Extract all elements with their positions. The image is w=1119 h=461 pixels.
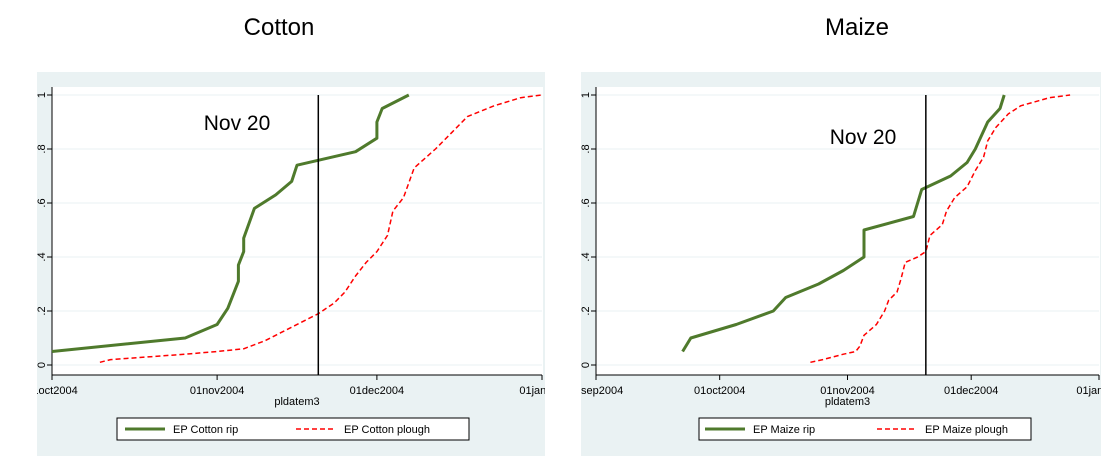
y-tick-label: 0 [37,362,48,368]
plot-area [596,87,1100,375]
line-chart-maize: 0 .2 .4 .6 .8 1 01sep2004 01oct2004 01nov2004 01d… [569,87,1119,441]
legend-box [116,417,470,441]
chart-title-maize: Maize [824,14,890,41]
legend-label-2: EP Maize plough [925,424,1008,436]
y-tick-label: .2 [581,306,592,315]
annotation-label: Nov 20 [830,126,897,149]
legend-label-2: EP Cotton plough [344,424,430,436]
y-tick-label: .6 [37,198,48,207]
annotation-label: Nov 20 [204,112,271,135]
chart-title-cotton: Cotton [243,14,315,41]
x-tick-label: 01oct2004 [37,385,78,397]
y-tick-label: .4 [581,252,592,261]
line-chart-cotton: 0 .2 .4 .6 .8 1 01oct2004 01nov2004 01dec2004 01j… [26,87,565,441]
x-tick-label: 01oct2004 [694,385,745,397]
y-tick-label: 1 [37,92,48,98]
x-tick-label: 01nov2004 [820,385,874,397]
series-line-2 [99,94,543,364]
series-line-2 [810,94,1071,364]
x-tick-label: 01sep2004 [581,385,623,397]
y-tick-label: .8 [581,144,592,153]
x-axis-label: pldatem3 [274,396,319,408]
y-tick-label: 1 [581,92,592,98]
x-axis-label: pldatem3 [825,396,870,408]
x-tick-label: 01nov2004 [190,385,244,397]
legend-label-1: EP Maize rip [753,424,815,436]
y-tick-label: .2 [37,306,48,315]
y-tick-label: .6 [581,198,592,207]
legend-box [698,417,1032,441]
chart-panel-maize: 0 .2 .4 .6 .8 1 01sep2004 01oct2004 01nov2004 01d… [569,72,1119,456]
y-tick-label: .8 [37,144,48,153]
y-tick-label: .4 [37,252,48,261]
legend-label-1: EP Cotton rip [173,424,238,436]
series-line-1 [51,93,410,353]
x-tick-label: 01dec2004 [350,385,404,397]
series-line-1 [681,94,1006,353]
chart-panel-cotton: 0 .2 .4 .6 .8 1 01oct2004 01nov2004 01dec2004 01j… [26,72,565,456]
plot-area [52,87,543,375]
x-tick-label: 01dec2004 [944,385,998,397]
y-tick-label: 0 [581,362,592,368]
x-tick-label: 01jan200 [519,385,545,397]
x-tick-label: 01jan200 [1076,385,1101,397]
